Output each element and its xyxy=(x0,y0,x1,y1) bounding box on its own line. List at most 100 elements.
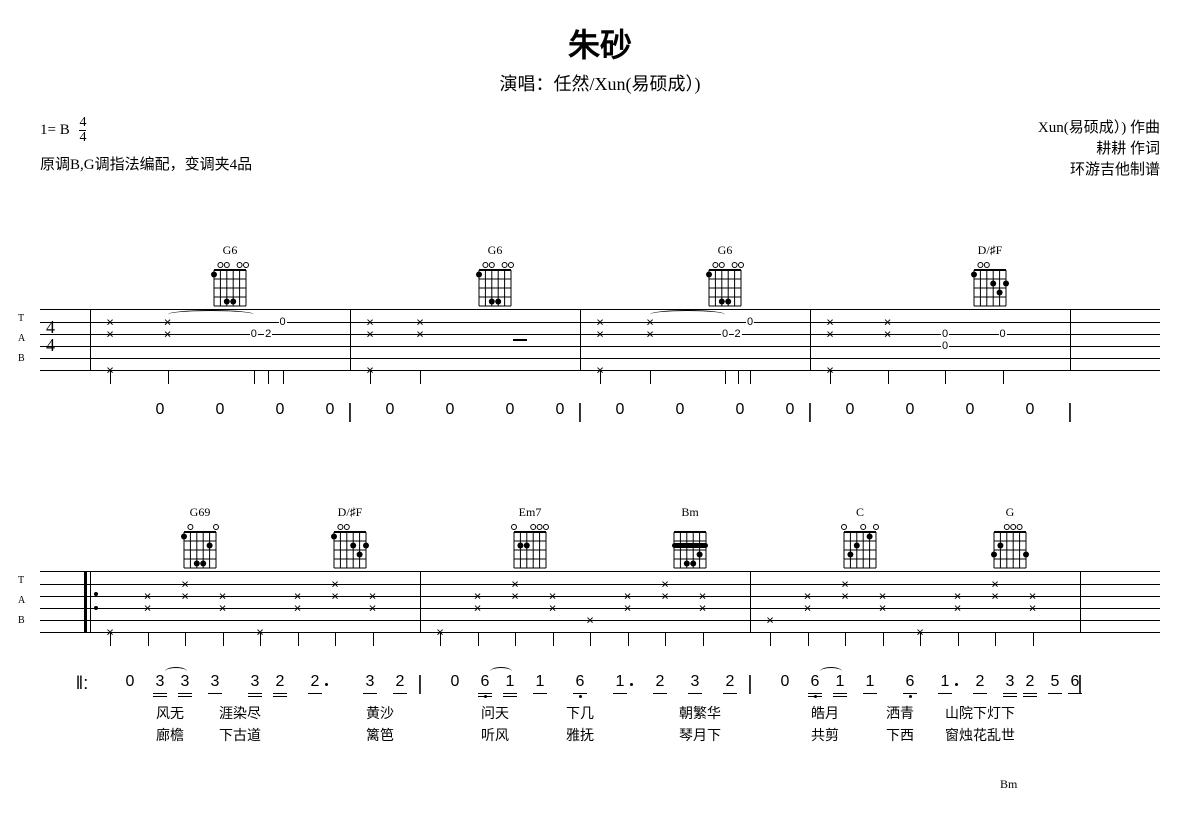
num-note: 0 xyxy=(156,401,165,419)
lyric-text: 下几 xyxy=(566,703,594,723)
tab-note: × xyxy=(144,601,152,616)
chord-label: G xyxy=(990,505,1030,520)
num-note: 1 xyxy=(536,673,545,691)
tab-letter-b: B xyxy=(18,616,25,626)
tab-note: × xyxy=(164,327,172,342)
num-note: 1 xyxy=(866,673,875,691)
tab-staff-2: T A B ××××××××××××××××××××××××××××××××××… xyxy=(40,571,1160,633)
chord-label: Em7 xyxy=(510,505,550,520)
tab-note: 2 xyxy=(264,328,272,340)
num-note: 0 xyxy=(446,401,455,419)
tab-note: × xyxy=(369,601,377,616)
lyric-text: 下古道 xyxy=(219,725,261,745)
chord-diagram: G6 xyxy=(705,243,745,316)
lyric-text: 洒青 xyxy=(886,703,914,723)
num-barline: | xyxy=(577,401,582,424)
num-barline: | xyxy=(747,673,752,696)
lyric-text: 皓月 xyxy=(811,703,839,723)
tab-note: × xyxy=(954,601,962,616)
tab-note: × xyxy=(181,589,189,604)
lyric-text: 窗烛花乱世 xyxy=(945,725,1015,745)
num-note: 3 xyxy=(251,673,260,691)
arrangement-note: 原调B,G调指法编配，变调夹4品 xyxy=(40,153,252,174)
chord-diagram: G69 xyxy=(180,505,220,578)
num-note: 0 xyxy=(966,401,975,419)
num-note: 2 xyxy=(311,673,320,691)
chord-diagram: Em7 xyxy=(510,505,550,578)
num-note: 2 xyxy=(276,673,285,691)
num-note: 2 xyxy=(1026,673,1035,691)
tab-letter-t: T xyxy=(18,576,24,586)
num-barline: | xyxy=(1067,401,1072,424)
tab-note: × xyxy=(416,327,424,342)
chord-diagram: G6 xyxy=(475,243,515,316)
chord-diagram-partial: Bm xyxy=(1000,777,1017,794)
num-note: 0 xyxy=(276,401,285,419)
chord-label: G6 xyxy=(475,243,515,258)
lyric-text: 听风 xyxy=(481,725,509,745)
tab-note: × xyxy=(219,601,227,616)
tab-note: × xyxy=(646,327,654,342)
num-note: 6 xyxy=(481,673,490,691)
lyric-row-1: 风无涯染尽黄沙问天下几朝繁华皓月洒青山院下灯下 xyxy=(40,703,1160,725)
num-note: 0 xyxy=(786,401,795,419)
num-note: 0 xyxy=(451,673,460,691)
num-note: 6 xyxy=(811,673,820,691)
num-note: 0 xyxy=(216,401,225,419)
num-note: 3 xyxy=(366,673,375,691)
num-note: 2 xyxy=(976,673,985,691)
tab-note: × xyxy=(884,327,892,342)
rest-indicator xyxy=(513,339,527,341)
num-note: 2 xyxy=(396,673,405,691)
num-note: 0 xyxy=(506,401,515,419)
tab-note: × xyxy=(624,601,632,616)
tab-note: × xyxy=(586,613,594,628)
system-1: G6G6G6D/♯F T A B 4 4 ×××××020××××××××××0… xyxy=(40,249,1160,431)
tab-note: 0 xyxy=(998,328,1006,340)
tab-note: × xyxy=(766,613,774,628)
lyric-text: 黄沙 xyxy=(366,703,394,723)
header-info: 1= B 4 4 原调B,G调指法编配，变调夹4品 Xun(易硕成）) 作曲 耕… xyxy=(40,116,1160,179)
lyric-text: 涯染尽 xyxy=(219,703,261,723)
tab-note: × xyxy=(596,327,604,342)
chord-label: G6 xyxy=(210,243,250,258)
tab-note: 2 xyxy=(733,328,741,340)
lyric-text: 琴月下 xyxy=(679,725,721,745)
number-notation-2: |||‖:03333223206116123206116123256 xyxy=(40,673,1160,703)
tab-note: × xyxy=(1029,601,1037,616)
tab-note: × xyxy=(841,589,849,604)
num-note: 3 xyxy=(211,673,220,691)
tab-note: 0 xyxy=(941,340,949,352)
num-note: 3 xyxy=(691,673,700,691)
tab-note: × xyxy=(879,601,887,616)
num-note: 0 xyxy=(781,673,790,691)
lyric-text: 廊檐 xyxy=(156,725,184,745)
lyric-text: 问天 xyxy=(481,703,509,723)
chord-diagram: G6 xyxy=(210,243,250,316)
lyric-text: 山院下灯下 xyxy=(945,703,1015,723)
chord-diagram: G xyxy=(990,505,1030,578)
num-note: 6 xyxy=(576,673,585,691)
song-title: 朱砂 xyxy=(40,20,1160,66)
chord-diagram: D/♯F xyxy=(970,243,1010,316)
tab-note: × xyxy=(804,601,812,616)
chord-label: D/♯F xyxy=(330,505,370,520)
num-note: 0 xyxy=(556,401,565,419)
tab-timesig: 4 4 xyxy=(46,318,55,354)
performer-line: 演唱：任然/Xun(易硕成）) xyxy=(40,70,1160,96)
chord-label: C xyxy=(840,505,880,520)
tab-staff-1: T A B 4 4 ×××××020××××××××××020×××××000 xyxy=(40,309,1160,371)
num-note: 0 xyxy=(386,401,395,419)
lyric-text: 雅抚 xyxy=(566,725,594,745)
tab-note: × xyxy=(106,327,114,342)
num-barline: | xyxy=(417,673,422,696)
tab-note: × xyxy=(826,327,834,342)
num-note: 0 xyxy=(126,673,135,691)
lyric-text: 朝繁华 xyxy=(679,703,721,723)
num-note: 6 xyxy=(906,673,915,691)
tab-note: 0 xyxy=(746,316,754,328)
num-note: 0 xyxy=(676,401,685,419)
tab-note: × xyxy=(549,601,557,616)
tab-note: × xyxy=(699,601,707,616)
num-note: 0 xyxy=(1026,401,1035,419)
